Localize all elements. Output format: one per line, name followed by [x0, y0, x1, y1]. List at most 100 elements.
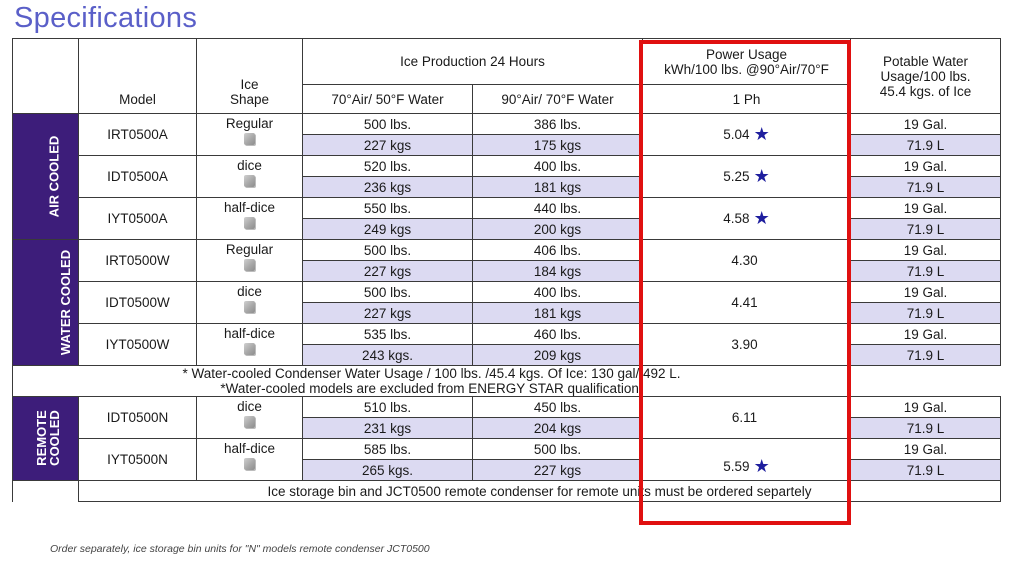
water-usage-note: * Water-cooled Condenser Water Usage / 1… — [182, 366, 681, 382]
production-70-lbs: 500 lbs. — [302, 113, 473, 135]
power-usage-value: 3.90 — [731, 337, 758, 352]
ice-shape-label: dice — [237, 158, 262, 173]
production-70-kgs: 265 kgs. — [302, 459, 473, 481]
ice-cube-icon — [244, 133, 255, 145]
table-row: WATER COOLED IRT0500W Regular 500 lbs. 406 l… — [12, 239, 1001, 366]
power-usage-cell: 5.04 ★ — [642, 113, 851, 156]
side-label-0: AIR COOLED — [12, 113, 79, 240]
table-row: IYT0500W half-dice 535 lbs. 460 lbs. 3.90 19 … — [13, 323, 1001, 366]
water-gal: 19 Gal. — [850, 323, 1001, 345]
production-90-lbs: 500 lbs. — [472, 438, 643, 460]
water-gal: 19 Gal. — [850, 113, 1001, 135]
ice-shape-label: dice — [237, 284, 262, 299]
production-90-kgs: 184 kgs — [472, 260, 643, 282]
header-phase: 1 Ph — [642, 84, 851, 114]
order-note: Order separately, ice storage bin units … — [50, 543, 430, 555]
water-gal: 19 Gal. — [850, 281, 1001, 303]
water-gal: 19 Gal. — [850, 197, 1001, 219]
water-gal: 19 Gal. — [850, 438, 1001, 460]
production-90-kgs: 181 kgs — [472, 302, 643, 324]
ice-shape-cell: half-dice — [196, 438, 303, 481]
production-90-lbs: 450 lbs. — [472, 396, 643, 418]
production-90-lbs: 440 lbs. — [472, 197, 643, 219]
table-row: AIR COOLED IRT0500A Regular 500 lbs. 386 lbs… — [12, 113, 1001, 240]
power-usage-value: 4.58 — [723, 211, 750, 226]
production-90-kgs: 227 kgs — [472, 459, 643, 481]
production-90-lbs: 400 lbs. — [472, 155, 643, 177]
production-70-kgs: 236 kgs — [302, 176, 473, 198]
water-liters: 71.9 L — [850, 417, 1001, 439]
ice-shape-cell: half-dice — [196, 197, 303, 240]
water-cooled-note-row: * Water-cooled Condenser Water Usage / 1… — [12, 365, 1001, 397]
production-70-lbs: 500 lbs. — [302, 281, 473, 303]
ice-shape-cell: dice — [196, 155, 303, 198]
production-70-lbs: 510 lbs. — [302, 396, 473, 418]
production-90-kgs: 181 kgs — [472, 176, 643, 198]
production-90-lbs: 400 lbs. — [472, 281, 643, 303]
model-cell: IDT0500A — [78, 155, 197, 198]
table-body: AIR COOLED IRT0500A Regular 500 lbs. 386 lbs… — [12, 113, 1001, 502]
header-model: Model — [78, 38, 197, 114]
ice-shape-cell: Regular — [196, 113, 303, 156]
water-gal: 19 Gal. — [850, 239, 1001, 261]
remote-note-row: Ice storage bin and JCT0500 remote conde… — [12, 480, 1001, 502]
table-row: IYT0500N half-dice 585 lbs. 500 lbs. 5.59 ★ 19… — [13, 438, 1001, 481]
production-90-kgs: 200 kgs — [472, 218, 643, 240]
production-70-lbs: 500 lbs. — [302, 239, 473, 261]
power-usage-cell: 4.58 ★ — [642, 197, 851, 240]
ice-shape-label: half-dice — [223, 200, 276, 215]
ice-cube-icon — [244, 301, 255, 313]
power-usage-value: 5.25 — [723, 169, 750, 184]
power-usage-cell: 5.25 ★ — [642, 155, 851, 198]
water-liters: 71.9 L — [850, 459, 1001, 481]
model-cell: IDT0500N — [78, 396, 197, 439]
power-usage-cell: 4.30 — [642, 239, 851, 282]
header-ice-production: Ice Production 24 Hours — [302, 38, 643, 85]
page-title: Specifications — [14, 2, 198, 34]
model-cell: IRT0500W — [78, 239, 197, 282]
production-90-kgs: 204 kgs — [472, 417, 643, 439]
production-70-kgs: 249 kgs — [302, 218, 473, 240]
ice-shape-label: Regular — [225, 242, 274, 257]
model-cell: IRT0500A — [78, 113, 197, 156]
production-70-lbs: 535 lbs. — [302, 323, 473, 345]
side-label-2: REMOTE COOLED — [12, 396, 79, 481]
production-90-lbs: 460 lbs. — [472, 323, 643, 345]
power-usage-cell: 5.59 ★ — [642, 438, 851, 481]
model-cell: IYT0500N — [78, 438, 197, 481]
star-icon: ★ — [753, 456, 770, 476]
water-liters: 71.9 L — [850, 134, 1001, 156]
star-icon: ★ — [753, 166, 770, 186]
model-cell: IYT0500A — [78, 197, 197, 240]
table-row: IDT0500A dice 520 lbs. 400 lbs. 5.25 ★ 19 Gal. — [13, 155, 1001, 198]
table-row: IYT0500A half-dice 550 lbs. 440 lbs. 4.58 ★ 19… — [13, 197, 1001, 240]
water-liters: 71.9 L — [850, 302, 1001, 324]
power-usage-value: 4.41 — [731, 295, 758, 310]
ice-shape-cell: dice — [196, 281, 303, 324]
model-cell: IYT0500W — [78, 323, 197, 366]
power-usage-cell: 4.41 — [642, 281, 851, 324]
ice-shape-label: half-dice — [223, 441, 276, 456]
production-70-kgs: 231 kgs — [302, 417, 473, 439]
production-70-lbs: 585 lbs. — [302, 438, 473, 460]
table-row: REMOTE COOLED IDT0500N dice 510 lbs. 450 lbs… — [12, 396, 1001, 481]
water-gal: 19 Gal. — [850, 396, 1001, 418]
ice-shape-label: Regular — [225, 116, 274, 131]
side-label-text: REMOTE COOLED — [34, 410, 62, 466]
star-icon: ★ — [753, 208, 770, 228]
side-label-1: WATER COOLED — [12, 239, 79, 366]
header-70-air: 70°Air/ 50°F Water — [302, 84, 473, 114]
production-70-kgs: 227 kgs — [302, 302, 473, 324]
ice-cube-icon — [244, 217, 255, 229]
header-blank — [12, 38, 79, 114]
ice-shape-cell: half-dice — [196, 323, 303, 366]
ice-cube-icon — [244, 175, 255, 187]
water-liters: 71.9 L — [850, 176, 1001, 198]
production-70-lbs: 520 lbs. — [302, 155, 473, 177]
production-90-lbs: 406 lbs. — [472, 239, 643, 261]
ice-cube-icon — [244, 343, 255, 355]
ice-shape-label: dice — [237, 399, 262, 414]
production-90-kgs: 209 kgs — [472, 344, 643, 366]
ice-cube-icon — [244, 458, 255, 470]
header-potable-water: Potable Water Usage/100 lbs. 45.4 kgs. o… — [850, 38, 1001, 114]
